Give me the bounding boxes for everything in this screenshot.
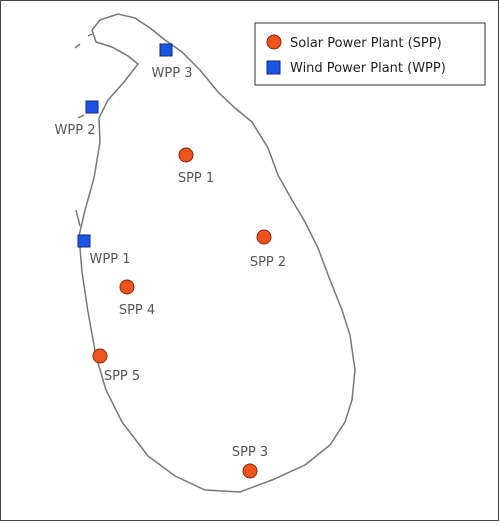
site-label: SPP 4 <box>119 303 155 318</box>
legend-label: Solar Power Plant (SPP) <box>290 36 442 51</box>
site-label: WPP 2 <box>55 123 96 138</box>
legend-box <box>254 22 486 86</box>
legend-label: Wind Power Plant (WPP) <box>290 61 446 76</box>
wind-marker <box>77 234 91 248</box>
island-outline <box>78 13 356 493</box>
wind-marker <box>159 43 173 57</box>
solar-marker <box>92 348 108 364</box>
site-label: WPP 3 <box>152 66 193 81</box>
solar-marker <box>242 463 258 479</box>
site-label: WPP 1 <box>90 252 131 267</box>
solar-marker <box>256 229 272 245</box>
site-label: SPP 1 <box>178 171 214 186</box>
site-label: SPP 2 <box>250 255 286 270</box>
legend-symbol-solar <box>266 34 282 50</box>
wind-marker <box>85 100 99 114</box>
legend-symbol-wind <box>266 60 281 75</box>
site-label: SPP 3 <box>232 445 268 460</box>
site-label: SPP 5 <box>104 369 140 384</box>
islets <box>74 33 93 227</box>
solar-marker <box>119 279 135 295</box>
solar-marker <box>178 147 194 163</box>
